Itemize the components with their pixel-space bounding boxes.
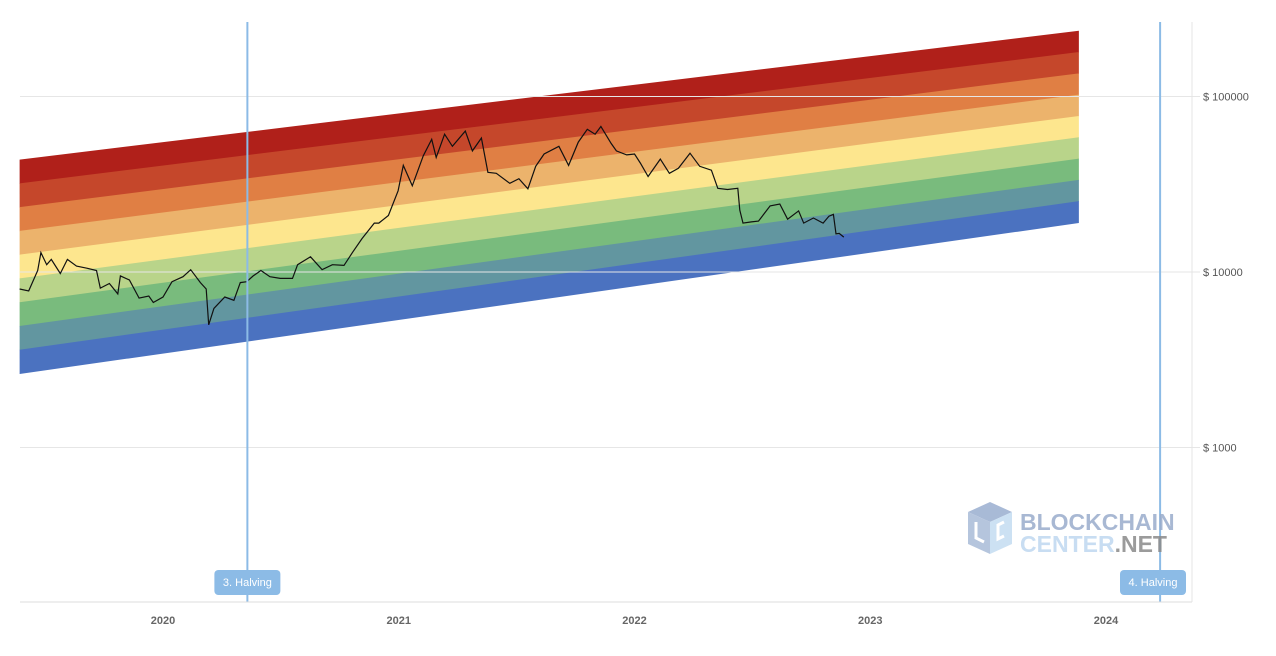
halving-markers: 3. Halving 4. Halving bbox=[214, 22, 1186, 602]
y-axis: $ 100000 $ 10000 $ 1000 bbox=[1203, 92, 1249, 455]
rainbow-band-7 bbox=[19, 158, 1079, 327]
x-tick-label: 2021 bbox=[387, 615, 411, 627]
rainbow-band-2 bbox=[19, 52, 1079, 208]
rainbow-band-6 bbox=[19, 137, 1079, 303]
watermark-line1: BLOCKCHAIN bbox=[1020, 509, 1175, 535]
x-axis: 2020 2021 2022 2023 2024 bbox=[151, 615, 1119, 627]
x-tick-label: 2024 bbox=[1094, 615, 1119, 627]
price-series-line bbox=[19, 125, 845, 325]
rainbow-band-5 bbox=[19, 115, 1079, 279]
halving-label: 4. Halving bbox=[1129, 577, 1178, 589]
x-tick-label: 2020 bbox=[151, 615, 175, 627]
watermark-line2: CENTER.NET bbox=[1020, 531, 1167, 557]
blockchaincenter-logo-icon bbox=[968, 502, 1012, 554]
blockchaincenter-watermark: BLOCKCHAIN CENTER.NET bbox=[968, 502, 1175, 557]
y-tick-label: $ 10000 bbox=[1203, 267, 1243, 279]
y-tick-label: $ 1000 bbox=[1203, 443, 1237, 455]
x-tick-label: 2022 bbox=[622, 615, 646, 627]
watermark-net: .NET bbox=[1115, 531, 1167, 557]
x-tick-label: 2023 bbox=[858, 615, 882, 627]
rainbow-band-3 bbox=[19, 73, 1079, 232]
halving-label-box bbox=[214, 570, 281, 595]
halving-label: 3. Halving bbox=[223, 577, 272, 589]
grid-lines bbox=[20, 96, 1200, 448]
rainbow-band-8 bbox=[19, 179, 1079, 351]
rainbow-band-4 bbox=[19, 94, 1079, 256]
rainbow-band-9 bbox=[19, 201, 1079, 375]
halving-label-box bbox=[1120, 570, 1186, 595]
watermark-center: CENTER bbox=[1020, 531, 1115, 557]
rainbow-band-1 bbox=[19, 30, 1079, 184]
rainbow-bands bbox=[19, 30, 1079, 375]
y-tick-label: $ 100000 bbox=[1203, 92, 1249, 104]
